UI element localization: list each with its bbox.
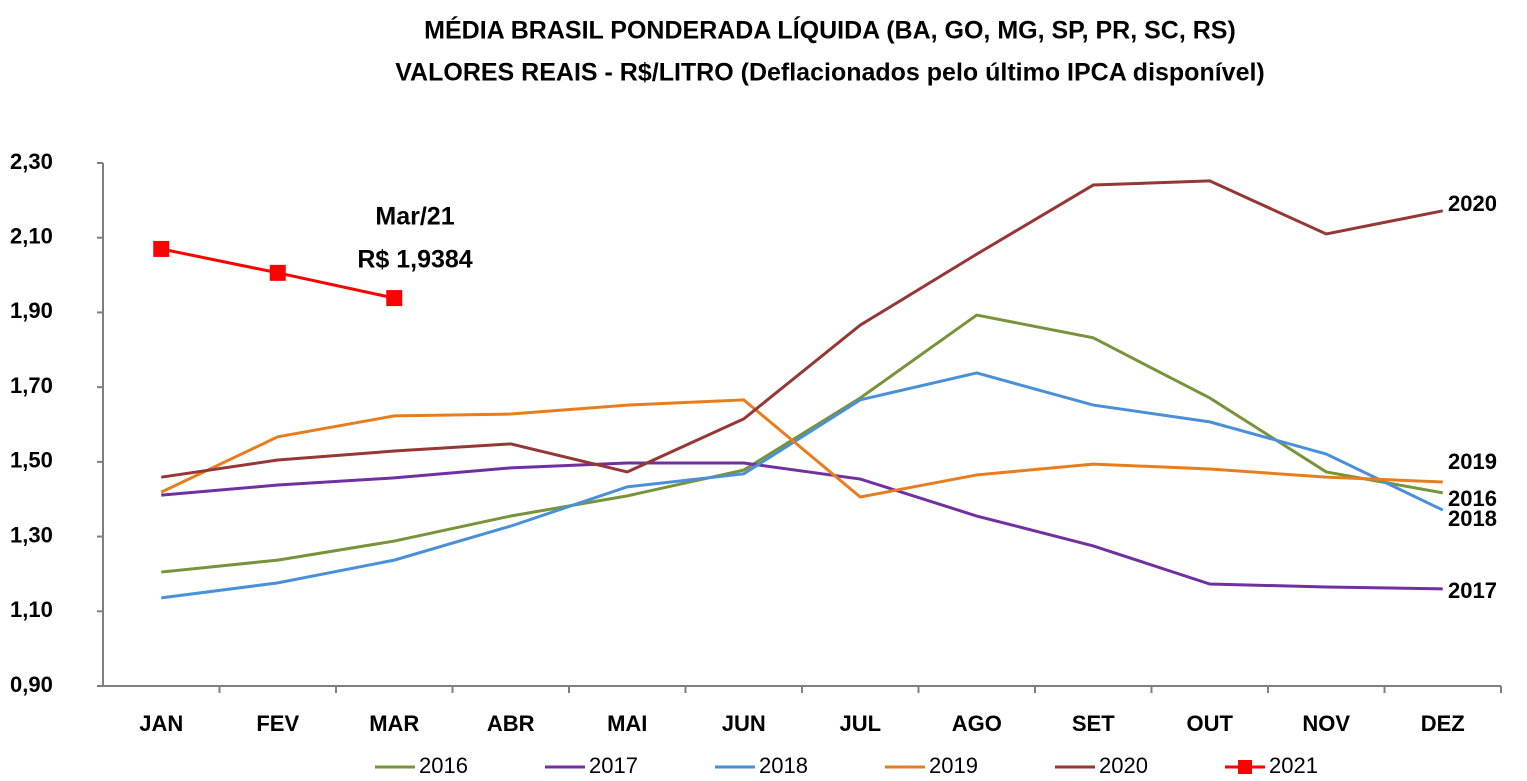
legend-label: 2018 (759, 753, 808, 778)
series-line (161, 313, 1444, 574)
series-line (161, 179, 1444, 479)
legend-label: 2021 (1269, 753, 1318, 778)
y-tick-label: 1,50 (10, 448, 53, 473)
series-end-label: 2017 (1448, 578, 1497, 603)
legend-marker (1238, 760, 1252, 774)
x-tick-label: DEZ (1421, 711, 1465, 736)
series-line (161, 461, 1443, 591)
y-tick-label: 1,90 (10, 298, 53, 323)
marker (386, 290, 403, 307)
series-end-label: 2020 (1448, 191, 1497, 216)
x-tick-label: NOV (1302, 711, 1350, 736)
series-end-label: 2019 (1448, 449, 1497, 474)
y-tick-label: 2,30 (10, 149, 53, 174)
legend-label: 2016 (419, 753, 468, 778)
marker (269, 264, 286, 281)
legend-label: 2020 (1099, 753, 1148, 778)
x-tick-label: JUN (722, 711, 766, 736)
series-line (161, 371, 1444, 600)
series-end-label: 2018 (1448, 506, 1497, 531)
y-tick-label: 2,10 (10, 224, 53, 249)
y-tick-label: 1,70 (10, 373, 53, 398)
x-tick-label: JUL (839, 711, 881, 736)
legend-label: 2019 (929, 753, 978, 778)
series-line (160, 398, 1443, 499)
series-end-label: 2016 (1448, 486, 1497, 511)
x-tick-label: ABR (487, 711, 535, 736)
chart-title: MÉDIA BRASIL PONDERADA LÍQUIDA (BA, GO, … (424, 16, 1236, 45)
x-tick-label: SET (1072, 711, 1115, 736)
x-tick-label: MAI (607, 711, 647, 736)
legend-label: 2017 (589, 753, 638, 778)
annotation: R$ 1,9384 (357, 246, 472, 274)
marker (153, 240, 170, 257)
y-tick-label: 1,30 (10, 522, 53, 547)
x-tick-label: JAN (139, 711, 183, 736)
y-tick-label: 0,90 (10, 672, 53, 697)
annotation: Mar/21 (375, 203, 454, 231)
x-tick-label: MAR (369, 711, 419, 736)
x-tick-label: AGO (952, 711, 1002, 736)
x-tick-label: FEV (256, 711, 299, 736)
x-tick-label: OUT (1187, 711, 1234, 736)
y-tick-label: 1,10 (10, 597, 53, 622)
chart-subtitle: VALORES REAIS - R$/LITRO (Deflacionados … (395, 59, 1265, 87)
